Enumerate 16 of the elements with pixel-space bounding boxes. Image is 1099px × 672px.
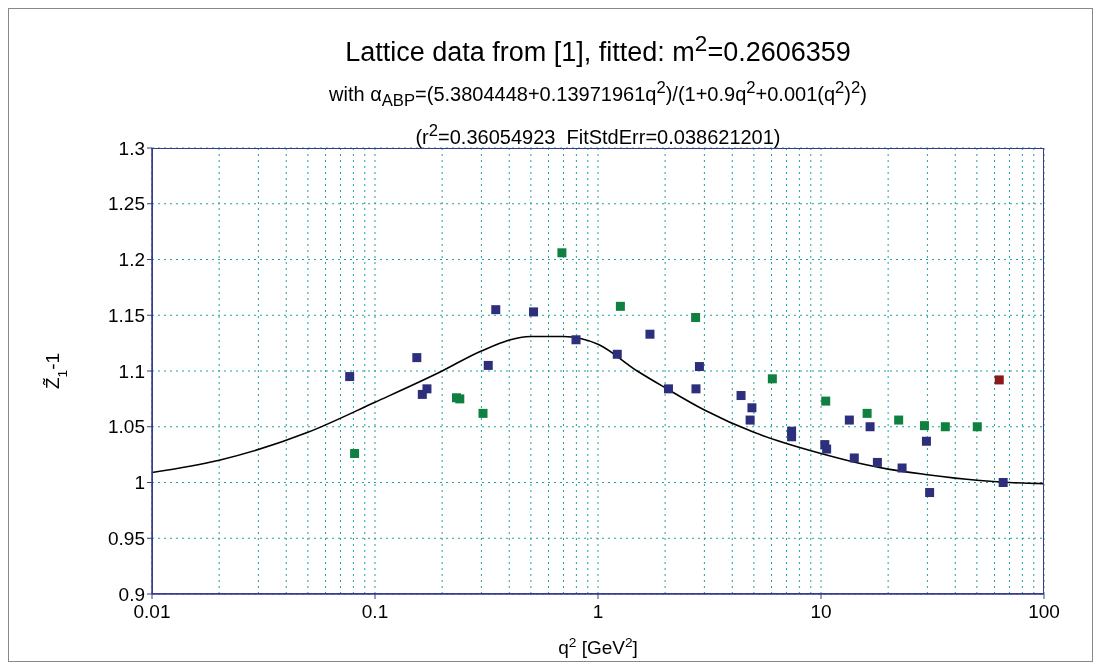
x-tick-label: 100: [1028, 601, 1060, 622]
text: with α$_{ABP}$=(5.3804448+0.13971961q$^{2}$)/(1+0.9q$^{2}$+0.001(q$^{2}$)$^{2}$): [329, 78, 867, 110]
x-axis-title: q$^{2}$ [GeV$^{2}$]: [558, 634, 638, 658]
y-tick-label: 1.3: [118, 137, 145, 159]
y-tick-label: 1.1: [118, 360, 145, 382]
y-tick-label: 1.25: [108, 193, 145, 215]
x-tick-label: 10: [810, 601, 832, 622]
y-tick-label: 1.2: [118, 249, 145, 271]
y-tick-label: 1.15: [108, 304, 145, 326]
x-tick-label: 1: [592, 601, 604, 622]
y-tick-label: 1.05: [108, 416, 145, 438]
y-tick-label: 0.95: [108, 527, 145, 549]
chart-title: Lattice data from [1], fitted: m$^{2}$=0.2606359: [344, 30, 852, 69]
y-tick-label: 1: [134, 472, 145, 494]
x-tick-label: 0.1: [361, 601, 389, 622]
text: (r$^{2}$=0.36054923 FitStdErr=0.038621201): [414, 119, 782, 150]
